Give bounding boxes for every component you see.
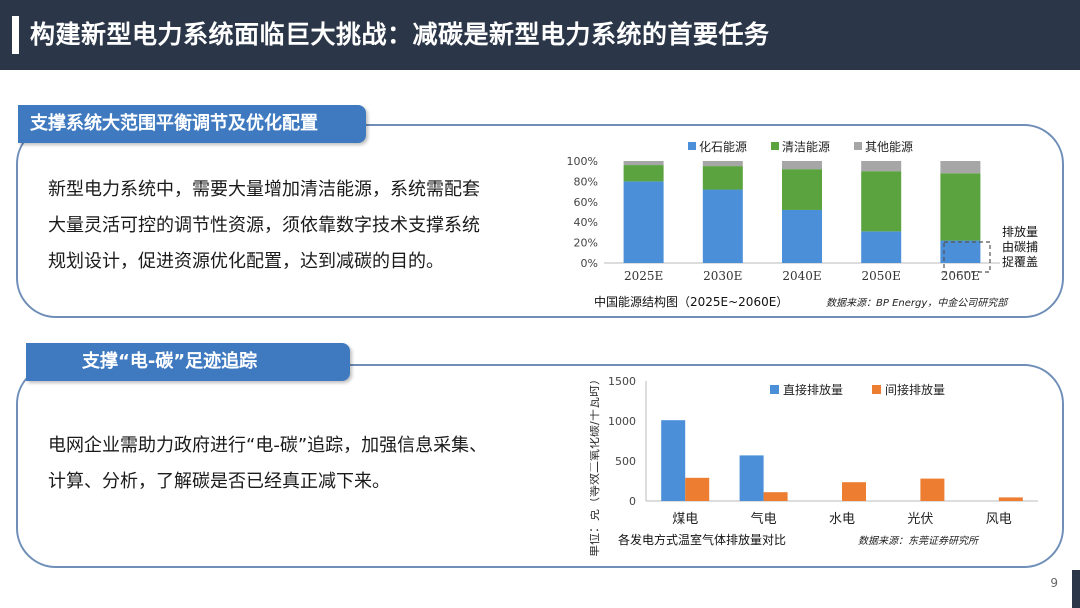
bar-气电-1 bbox=[763, 492, 788, 501]
bar-2040E-0 bbox=[782, 209, 822, 263]
title-bar: 构建新型电力系统面临巨大挑战：减碳是新型电力系统的首要任务 bbox=[0, 0, 1080, 70]
annotation-line-1: 排放量 bbox=[1002, 224, 1038, 239]
bar-2040E-2 bbox=[782, 161, 822, 170]
bar-2050E-0 bbox=[861, 231, 902, 263]
bar-煤电-1 bbox=[685, 477, 710, 501]
corner-stripe bbox=[1072, 570, 1080, 608]
bar-2025E-1 bbox=[623, 165, 664, 182]
y-tick-label: 80% bbox=[574, 175, 598, 188]
emission-comparison-chart-svg: 单位：克（等效二氧化碳/千瓦时） 直接排放量 间接排放量 0 500 1000 1500… bbox=[590, 373, 1038, 556]
x-tick-label: 2050E bbox=[862, 269, 901, 283]
x-tick-label: 2040E bbox=[782, 269, 821, 283]
legend-swatch-0 bbox=[688, 142, 696, 150]
y-tick-label: 0% bbox=[581, 257, 598, 270]
section2-tab-label: 支撑“电-碳”足迹追踪 bbox=[82, 351, 258, 372]
chart1-source: 数据来源：BP Energy，中金公司研究部 bbox=[826, 297, 1009, 309]
carbon-capture-dashed-box bbox=[943, 241, 991, 273]
bar-2050E-2 bbox=[861, 161, 902, 172]
page-title: 构建新型电力系统面临巨大挑战：减碳是新型电力系统的首要任务 bbox=[30, 20, 770, 49]
x-tick-label: 光伏 bbox=[907, 512, 933, 527]
legend2-swatch-0 bbox=[770, 385, 779, 394]
y-tick-label: 500 bbox=[615, 455, 636, 468]
x-tick-label: 水电 bbox=[829, 512, 855, 527]
bar-气电-0 bbox=[739, 455, 764, 501]
energy-structure-chart-svg: 化石能源 清洁能源 其他能源 0% 20% 40% 60% 80% 100% 2025E 203… bbox=[567, 140, 1038, 309]
annotation-line-3: 捉覆盖 bbox=[1002, 254, 1038, 269]
section1-tab: 支撑系统大范围平衡调节及优化配置 bbox=[18, 105, 366, 143]
bar-水电-1 bbox=[842, 482, 866, 501]
x-tick-label: 2060E bbox=[941, 269, 980, 283]
chart2-source: 数据来源：东莞证券研究所 bbox=[858, 535, 980, 547]
legend-label-1: 清洁能源 bbox=[782, 140, 830, 154]
legend-label-2: 其他能源 bbox=[865, 140, 913, 154]
chart2-ylabel: 单位：克（等效二氧化碳/千瓦时） bbox=[590, 373, 601, 556]
bar-2060E-1 bbox=[940, 173, 981, 241]
bar-2050E-1 bbox=[861, 171, 902, 232]
y-tick-label: 40% bbox=[574, 216, 598, 229]
bar-光伏-1 bbox=[920, 478, 945, 501]
bar-2040E-1 bbox=[782, 169, 822, 210]
y-tick-label: 1000 bbox=[608, 415, 636, 428]
section2-line-2: 计算、分析，了解碳是否已经真正减下来。 bbox=[48, 471, 390, 492]
bar-2030E-1 bbox=[702, 166, 743, 190]
bar-2060E-0 bbox=[940, 240, 981, 263]
legend2-swatch-1 bbox=[872, 385, 881, 394]
bar-2030E-0 bbox=[702, 189, 743, 263]
section1-line-2: 大量灵活可控的调节性资源，须依靠数字技术支撑系统 bbox=[48, 215, 480, 236]
x-tick-label: 煤电 bbox=[672, 512, 698, 527]
section1-tab-label: 支撑系统大范围平衡调节及优化配置 bbox=[30, 113, 318, 134]
section1-line-1: 新型电力系统中，需要大量增加清洁能源，系统需配套 bbox=[48, 179, 480, 200]
x-tick-label: 2030E bbox=[703, 269, 742, 283]
legend2-label-0: 直接排放量 bbox=[783, 382, 843, 397]
bar-2030E-2 bbox=[702, 161, 743, 167]
bar-风电-1 bbox=[998, 497, 1023, 501]
y-tick-label: 20% bbox=[574, 237, 598, 250]
legend-swatch-2 bbox=[854, 142, 862, 150]
legend-label-0: 化石能源 bbox=[699, 140, 747, 154]
legend-swatch-1 bbox=[771, 142, 779, 150]
y-tick-label: 100% bbox=[567, 155, 598, 168]
title-accent-bar bbox=[12, 16, 19, 54]
x-tick-label: 风电 bbox=[986, 512, 1012, 527]
section2-line-1: 电网企业需助力政府进行“电-碳”追踪，加强信息采集、 bbox=[48, 435, 488, 456]
y-tick-label: 0 bbox=[629, 495, 636, 508]
bar-2060E-2 bbox=[940, 161, 981, 174]
bar-2025E-2 bbox=[623, 161, 664, 166]
y-tick-label: 1500 bbox=[608, 375, 636, 388]
chart2-caption: 各发电方式温室气体排放量对比 bbox=[618, 532, 786, 547]
x-tick-label: 气电 bbox=[751, 511, 777, 527]
chart1-caption: 中国能源结构图（2025E~2060E） bbox=[594, 294, 788, 309]
energy-structure-chart: 化石能源 清洁能源 其他能源 0% 20% 40% 60% 80% 100% 2025E 203… bbox=[560, 134, 1050, 314]
section1-line-3: 规划设计，促进资源优化配置，达到减碳的目的。 bbox=[48, 251, 444, 272]
emission-comparison-chart: 单位：克（等效二氧化碳/千瓦时） 直接排放量 间接排放量 0 500 1000 1500… bbox=[590, 370, 1050, 556]
x-tick-label: 2025E bbox=[624, 269, 663, 283]
bar-煤电-0 bbox=[661, 420, 686, 501]
page-number: 9 bbox=[1050, 576, 1058, 590]
section2-panel bbox=[16, 364, 1064, 568]
section1-body: 新型电力系统中，需要大量增加清洁能源，系统需配套 大量灵活可控的调节性资源，须依… bbox=[48, 172, 558, 280]
y-tick-label: 60% bbox=[574, 196, 598, 209]
bar-2025E-0 bbox=[623, 181, 664, 263]
section2-tab: 支撑“电-碳”足迹追踪 bbox=[26, 343, 350, 381]
annotation-line-2: 由碳捕 bbox=[1002, 239, 1038, 254]
section2-body: 电网企业需助力政府进行“电-碳”追踪，加强信息采集、 计算、分析，了解碳是否已经… bbox=[48, 428, 568, 500]
legend2-label-1: 间接排放量 bbox=[885, 382, 945, 397]
